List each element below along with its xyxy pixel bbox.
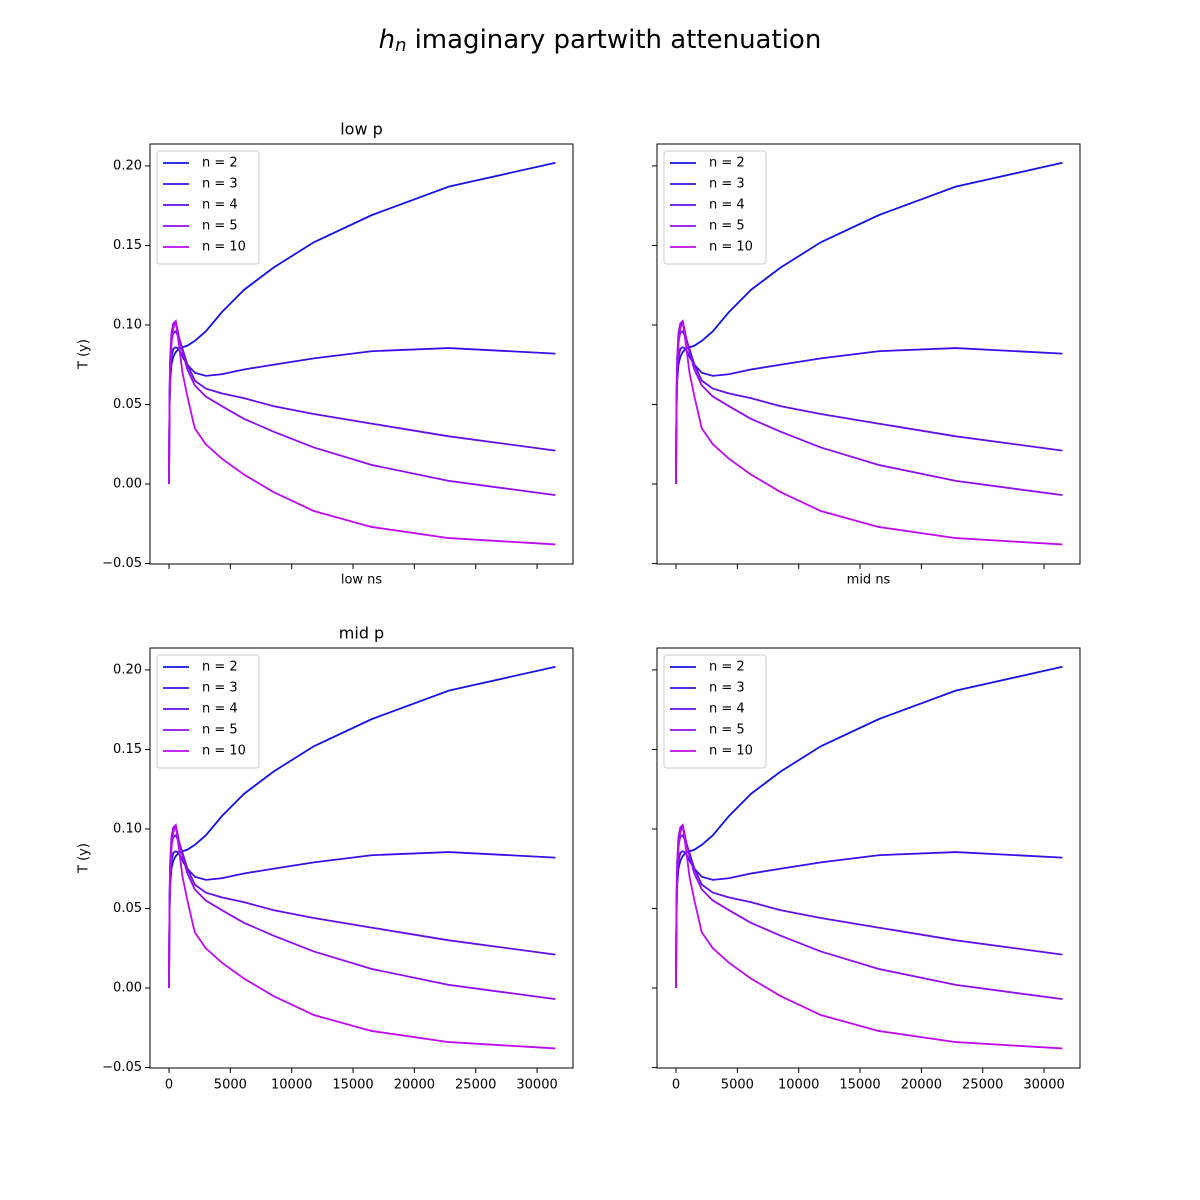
y-tick-label: −0.05 xyxy=(102,1060,142,1075)
legend-box xyxy=(663,150,767,265)
legend-box xyxy=(663,654,767,769)
y-tick-label: 0.00 xyxy=(113,981,142,996)
series-line xyxy=(168,330,556,485)
x-tick-label: 15000 xyxy=(839,1078,880,1093)
x-tick-label: 15000 xyxy=(332,1078,373,1093)
y-tick-label: 0.20 xyxy=(113,662,142,677)
x-tick-label: 0 xyxy=(165,1078,173,1093)
y-tick-label: 0.10 xyxy=(113,821,142,836)
y-tick-label: 0.10 xyxy=(113,317,142,332)
legend-label: n = 3 xyxy=(709,177,745,192)
x-tick-label: 5000 xyxy=(721,1078,754,1093)
x-tick-label: 30000 xyxy=(516,1078,557,1093)
series-line xyxy=(675,834,1063,989)
legend-label: n = 10 xyxy=(202,240,246,255)
y-tick-label: 0.15 xyxy=(113,238,142,253)
series-line xyxy=(675,823,1063,1001)
legend-label: n = 2 xyxy=(202,660,238,675)
x-tick-label: 20000 xyxy=(394,1078,435,1093)
y-tick-label: 0.20 xyxy=(113,158,142,173)
series-line xyxy=(675,850,1063,989)
plot-frame xyxy=(149,143,574,565)
x-tick-label: 10000 xyxy=(778,1078,819,1093)
y-tick-label: 0.05 xyxy=(113,397,142,412)
figure-title: hn imaginary partwith attenuation xyxy=(379,25,822,57)
legend-label: n = 5 xyxy=(202,723,238,738)
series-line xyxy=(675,330,1063,485)
legend-label: n = 10 xyxy=(709,240,753,255)
legend-label: n = 4 xyxy=(709,702,745,717)
legend-label: n = 5 xyxy=(709,219,745,234)
y-tick-label: −0.05 xyxy=(102,556,142,571)
title-subscript: n xyxy=(395,35,406,56)
x-tick-label: 10000 xyxy=(271,1078,312,1093)
subplot-title: mid p xyxy=(339,624,384,643)
x-tick-label: 25000 xyxy=(455,1078,496,1093)
legend-label: n = 2 xyxy=(202,156,238,171)
y-tick-label: 0.00 xyxy=(113,477,142,492)
series-line xyxy=(168,321,556,546)
series-line xyxy=(168,346,556,485)
series-line xyxy=(168,823,556,1001)
legend-label: n = 3 xyxy=(709,681,745,696)
series-line xyxy=(675,346,1063,485)
x-tick-label: 5000 xyxy=(214,1078,247,1093)
legend-label: n = 4 xyxy=(709,198,745,213)
legend-label: n = 10 xyxy=(202,744,246,759)
series-line xyxy=(168,850,556,989)
legend-box xyxy=(156,654,260,769)
subplot-title: low p xyxy=(340,120,383,139)
series-line xyxy=(168,834,556,989)
series-line xyxy=(675,321,1063,546)
x-axis-label: mid ns xyxy=(847,573,891,588)
plot-frame xyxy=(149,647,574,1069)
legend-label: n = 5 xyxy=(709,723,745,738)
y-axis-label: T (y) xyxy=(77,843,92,874)
x-tick-label: 0 xyxy=(672,1078,680,1093)
y-axis-label: T (y) xyxy=(77,339,92,370)
x-axis-label: low ns xyxy=(341,573,383,588)
legend-label: n = 4 xyxy=(202,198,238,213)
legend-label: n = 10 xyxy=(709,744,753,759)
legend-label: n = 2 xyxy=(709,156,745,171)
legend-label: n = 2 xyxy=(709,660,745,675)
series-line xyxy=(675,319,1063,497)
series-line xyxy=(675,825,1063,1050)
plot-frame xyxy=(656,647,1081,1069)
x-tick-label: 20000 xyxy=(901,1078,942,1093)
legend-box xyxy=(156,150,260,265)
series-line xyxy=(168,319,556,497)
x-tick-label: 30000 xyxy=(1023,1078,1064,1093)
title-symbol: h xyxy=(379,25,395,55)
y-tick-label: 0.15 xyxy=(113,742,142,757)
title-text: imaginary partwith attenuation xyxy=(415,25,822,55)
x-tick-label: 25000 xyxy=(962,1078,1003,1093)
series-line xyxy=(168,825,556,1050)
legend-label: n = 4 xyxy=(202,702,238,717)
plot-frame xyxy=(656,143,1081,565)
legend-label: n = 5 xyxy=(202,219,238,234)
legend-label: n = 3 xyxy=(202,177,238,192)
legend-label: n = 3 xyxy=(202,681,238,696)
y-tick-label: 0.05 xyxy=(113,901,142,916)
